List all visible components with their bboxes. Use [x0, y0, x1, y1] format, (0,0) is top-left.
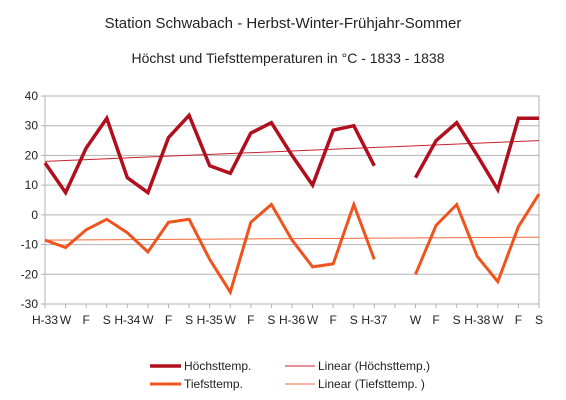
x-tick-label: F — [432, 313, 439, 327]
y-tick-label: 0 — [31, 208, 38, 222]
x-tick-label: S — [103, 313, 111, 327]
x-tick-label: W — [410, 313, 422, 327]
x-tick-label: F — [515, 313, 522, 327]
x-tick-label: H-33 — [32, 313, 58, 327]
x-tick-label: S — [185, 313, 193, 327]
x-tick-label: S — [267, 313, 275, 327]
series-line-tiefsttemp — [44, 200, 376, 296]
x-tick-label: W — [307, 313, 319, 327]
x-tick-label: S — [350, 313, 358, 327]
x-tick-label: W — [492, 313, 504, 327]
x-tick-label: H-35 — [197, 313, 223, 327]
y-tick-label: 40 — [25, 89, 39, 103]
y-axis-ticks: -30 -20 -10 0 10 20 30 40 — [21, 89, 39, 311]
trendline-hoechsttemp — [44, 140, 540, 162]
chart-subtitle: Höchst und Tiefsttemperaturen in °C - 18… — [132, 50, 445, 66]
legend-label-linear-tiefsttemp: Linear (Tiefsttemp. ) — [318, 377, 425, 391]
x-tick-label: W — [142, 313, 154, 327]
legend-label-tiefsttemp: Tiefsttemp. — [184, 377, 243, 391]
y-tick-label: -20 — [21, 267, 39, 281]
x-tick-label: F — [247, 313, 254, 327]
legend-label-linear-hoechsttemp: Linear (Höchsttemp.) — [318, 359, 430, 373]
y-tick-label: 30 — [25, 119, 39, 133]
series-line-hoechsttemp — [43, 112, 376, 197]
legend-label-hoechsttemp: Höchsttemp. — [184, 359, 251, 373]
x-tick-label: H-38 — [464, 313, 490, 327]
x-tick-label: S — [535, 313, 543, 327]
y-tick-label: -30 — [21, 297, 39, 311]
series-lines — [43, 112, 541, 296]
x-tick-label: W — [60, 313, 72, 327]
x-tick-label: H-34 — [114, 313, 140, 327]
x-tick-label: H-36 — [279, 313, 305, 327]
x-tick-label: H-37 — [361, 313, 387, 327]
y-tick-label: 20 — [25, 148, 39, 162]
x-tick-label: S — [453, 313, 461, 327]
x-axis-ticks: H-33 W F S H-34 W F S H-35 W F S H-36 W F S H-37 W F S H-38 W… — [32, 313, 543, 327]
legend: Höchsttemp. Linear (Höchsttemp.) Tiefstt… — [150, 359, 430, 391]
x-tick-label: W — [225, 313, 237, 327]
x-tick-label: F — [165, 313, 172, 327]
series-line-tiefsttemp — [414, 193, 541, 285]
x-tick-label: F — [82, 313, 89, 327]
chart-title: Station Schwabach - Herbst-Winter-Frühja… — [105, 15, 462, 32]
y-tick-label: -10 — [21, 238, 39, 252]
y-tick-label: 10 — [25, 178, 39, 192]
x-tick-label: F — [329, 313, 336, 327]
series-line-hoechsttemp — [413, 116, 539, 194]
plot-area — [44, 95, 540, 305]
